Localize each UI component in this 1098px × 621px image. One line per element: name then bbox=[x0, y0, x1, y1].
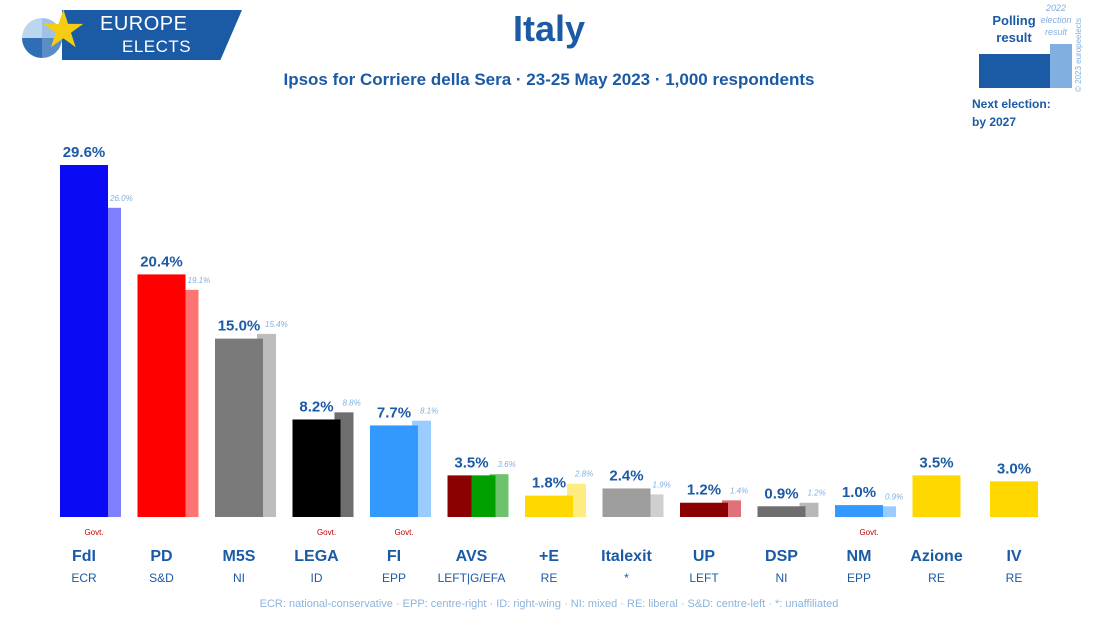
value-label-dsp: 0.9% bbox=[764, 485, 798, 502]
legend-polling-swatch bbox=[979, 54, 1052, 88]
value-label-iv: 3.0% bbox=[997, 460, 1031, 477]
bar-e bbox=[525, 495, 573, 517]
party-label-m5s: M5S bbox=[223, 548, 256, 565]
party-label-azione: Azione bbox=[910, 548, 963, 565]
govt-label-fdi: Govt. bbox=[84, 528, 103, 537]
group-label-nm: EPP bbox=[847, 571, 871, 585]
group-label-up: LEFT bbox=[689, 571, 719, 585]
bar-pd bbox=[137, 274, 186, 517]
bar-avs-part1 bbox=[447, 475, 472, 517]
group-label-azione: RE bbox=[928, 571, 945, 585]
value-label-italexit: 2.4% bbox=[609, 467, 643, 484]
govt-label-fi: Govt. bbox=[394, 528, 413, 537]
bar-iv bbox=[990, 481, 1038, 517]
value-label-fdi: 29.6% bbox=[63, 144, 106, 161]
logo-text-elects: ELECTS bbox=[122, 37, 192, 56]
value-label-avs: 3.5% bbox=[454, 454, 488, 471]
group-label-dsp: NI bbox=[776, 571, 788, 585]
chart-title: Italy bbox=[512, 8, 586, 49]
bar-up bbox=[680, 502, 728, 517]
value-label-lega: 8.2% bbox=[299, 398, 333, 415]
party-label-nm: NM bbox=[847, 548, 872, 565]
party-label-pd: PD bbox=[150, 548, 172, 565]
party-label-iv: IV bbox=[1006, 548, 1021, 565]
prev-value-label-m5s: 15.4% bbox=[265, 320, 288, 329]
party-label-italexit: Italexit bbox=[601, 548, 652, 565]
group-label-pd: S&D bbox=[149, 571, 174, 585]
group-label-iv: RE bbox=[1006, 571, 1023, 585]
logo-text-europe: EUROPE bbox=[100, 13, 188, 35]
group-label-avs: LEFT|G/EFA bbox=[438, 571, 506, 585]
logo-star-icon: ★ bbox=[40, 0, 87, 60]
next-election-note: Next election: by 2027 bbox=[972, 95, 1051, 131]
value-label-nm: 1.0% bbox=[842, 484, 876, 501]
next-election-label: Next election: bbox=[972, 97, 1051, 111]
next-election-date: by 2027 bbox=[972, 115, 1017, 129]
party-label-fdi: FdI bbox=[72, 548, 96, 565]
prev-value-label-dsp: 1.2% bbox=[808, 489, 826, 498]
prev-value-label-fdi: 26.0% bbox=[109, 194, 133, 203]
bar-fi bbox=[370, 425, 418, 517]
group-label-e: RE bbox=[541, 571, 558, 585]
group-label-fdi: ECR bbox=[71, 571, 97, 585]
legend-election-swatch bbox=[1050, 44, 1072, 88]
party-label-dsp: DSP bbox=[765, 548, 798, 565]
value-label-fi: 7.7% bbox=[377, 404, 411, 421]
logo-band bbox=[62, 10, 242, 60]
party-label-fi: FI bbox=[387, 548, 401, 565]
group-footnote: ECR: national-conservative · EPP: centre… bbox=[259, 598, 839, 610]
prev-value-label-nm: 0.9% bbox=[885, 492, 903, 501]
bar-nm bbox=[835, 505, 883, 517]
prev-bar-nm bbox=[877, 506, 896, 517]
prev-value-label-fi: 8.1% bbox=[420, 407, 438, 416]
value-label-azione: 3.5% bbox=[919, 454, 953, 471]
party-label-e: +E bbox=[539, 548, 559, 565]
prev-value-label-e: 2.8% bbox=[574, 470, 593, 479]
group-label-fi: EPP bbox=[382, 571, 406, 585]
group-label-m5s: NI bbox=[233, 571, 245, 585]
value-label-e: 1.8% bbox=[532, 475, 566, 492]
prev-value-label-up: 1.4% bbox=[730, 486, 748, 495]
prev-value-label-italexit: 1.9% bbox=[653, 480, 671, 489]
prev-value-label-pd: 19.1% bbox=[188, 276, 211, 285]
prev-value-label-avs: 3.6% bbox=[498, 460, 516, 469]
value-label-m5s: 15.0% bbox=[218, 318, 261, 335]
legend-election-label: 2022 election result bbox=[1040, 3, 1072, 37]
bar-fdi bbox=[60, 165, 108, 517]
group-label-lega: ID bbox=[311, 571, 323, 585]
bar-m5s bbox=[215, 338, 263, 517]
party-label-lega: LEGA bbox=[294, 548, 339, 565]
govt-label-nm: Govt. bbox=[859, 528, 878, 537]
govt-label-lega: Govt. bbox=[317, 528, 336, 537]
value-label-up: 1.2% bbox=[687, 482, 721, 499]
bar-azione bbox=[912, 475, 961, 517]
legend-polling-label: Polling result bbox=[992, 13, 1036, 45]
bar-dsp bbox=[757, 506, 806, 517]
prev-value-label-lega: 8.8% bbox=[343, 398, 361, 407]
value-label-pd: 20.4% bbox=[140, 253, 183, 270]
group-label-italexit: * bbox=[624, 571, 629, 585]
bar-italexit bbox=[602, 488, 651, 517]
party-label-up: UP bbox=[693, 548, 716, 565]
bar-avs-part2 bbox=[471, 475, 496, 517]
logo-globe-icon bbox=[22, 18, 62, 58]
europe-elects-logo: ★ EUROPE ELECTS bbox=[22, 4, 247, 62]
chart-subtitle: Ipsos for Corriere della Sera · 23-25 Ma… bbox=[283, 70, 815, 89]
bar-lega bbox=[292, 419, 341, 517]
party-label-avs: AVS bbox=[456, 548, 488, 565]
